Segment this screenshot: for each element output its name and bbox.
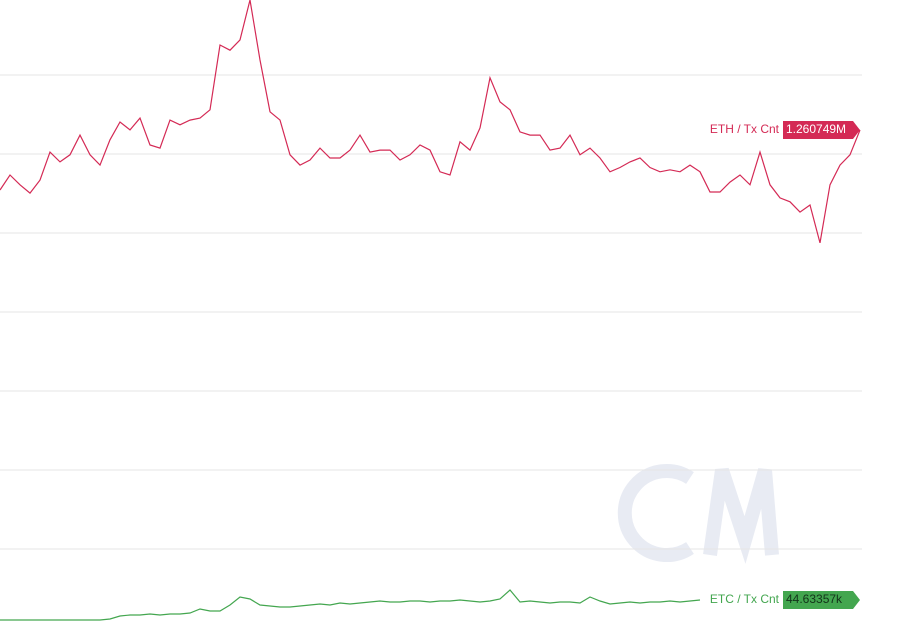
series-line bbox=[0, 589, 701, 621]
series-tag: ETC / Tx Cnt 44.63357k bbox=[710, 590, 860, 609]
series-tag: ETH / Tx Cnt 1.260749M bbox=[710, 121, 860, 140]
watermark-c bbox=[617, 464, 694, 562]
watermark bbox=[617, 464, 779, 564]
series-line bbox=[0, 0, 861, 244]
series-name: ETC / Tx Cnt bbox=[710, 592, 780, 606]
value-badge bbox=[783, 590, 860, 609]
watermark-m bbox=[703, 467, 779, 564]
series-name: ETH / Tx Cnt bbox=[710, 122, 780, 136]
value-badge bbox=[783, 121, 860, 140]
value-label: 44.63357k bbox=[786, 592, 843, 606]
value-label: 1.260749M bbox=[786, 122, 846, 136]
